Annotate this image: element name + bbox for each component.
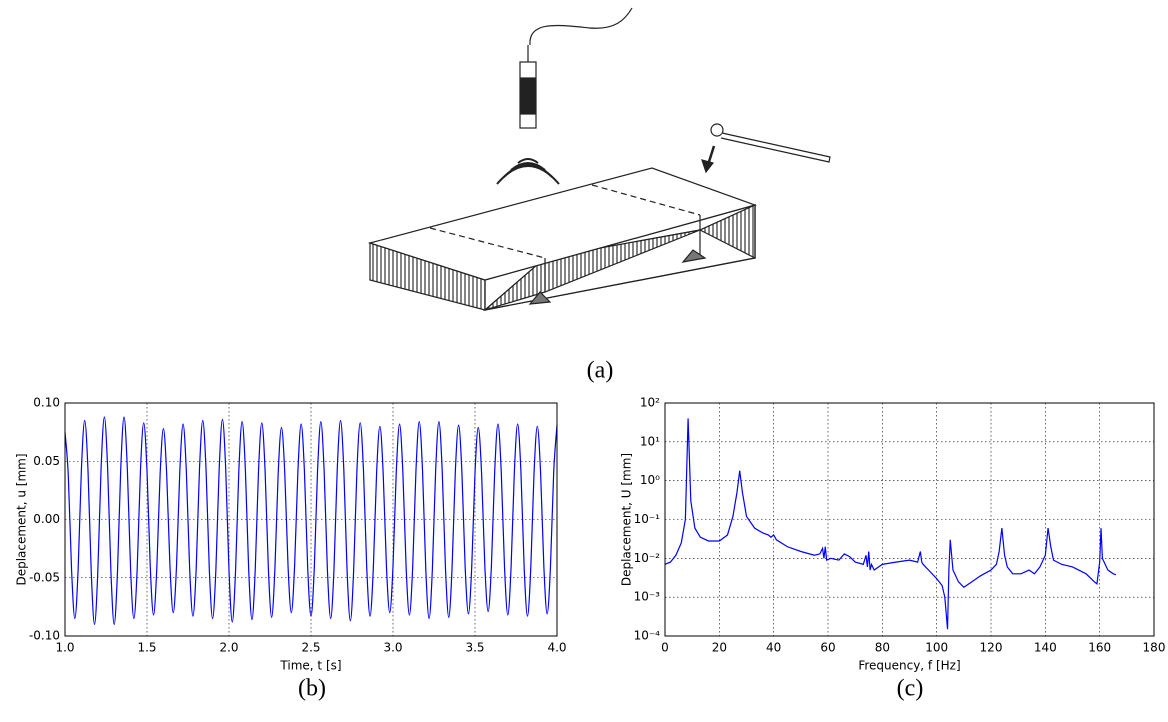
y-tick-label: 10⁻⁴ (634, 629, 661, 643)
data-line (664, 418, 1117, 630)
waves (496, 158, 560, 185)
x-axis-label: Frequency, f [Hz] (858, 659, 960, 673)
x-tick-label: 0 (661, 641, 669, 655)
x-tick-label: 4.0 (547, 641, 566, 655)
x-tick-label: 2.0 (219, 641, 238, 655)
hammer-handle (720, 132, 831, 163)
x-tick-label: 40 (766, 641, 781, 655)
x-tick-label: 120 (980, 641, 1003, 655)
x-tick-label: 1.5 (137, 641, 156, 655)
support (528, 291, 552, 305)
y-tick-label: 10¹ (640, 434, 660, 448)
y-tick-label: 10⁰ (640, 473, 660, 487)
y-tick-label: 0.05 (33, 454, 60, 468)
hammer-head (710, 123, 724, 137)
sensor-body (520, 77, 536, 115)
section-lines (429, 184, 701, 259)
y-axis-label: Deplacement, U [mm] (620, 453, 634, 586)
x-tick-label: 100 (925, 641, 948, 655)
x-tick-label: 160 (1088, 641, 1111, 655)
plot-frame (664, 402, 1155, 637)
x-tick-label: 3.0 (383, 641, 402, 655)
x-tick-label: 1.0 (55, 641, 74, 655)
y-tick-label: 10⁻² (634, 551, 661, 565)
x-tick-label: 80 (875, 641, 890, 655)
top-face (367, 167, 757, 281)
x-tick-label: 180 (1143, 641, 1166, 655)
illustration (367, 7, 831, 312)
x-tick-label: 60 (820, 641, 835, 655)
x-tick-label: 2.5 (301, 641, 320, 655)
y-axis-label: Deplacement, u [mm] (15, 453, 29, 585)
x-axis-label: Time, t [s] (279, 659, 341, 673)
y-tick-label: 10⁻¹ (634, 512, 661, 526)
panel-label: (a) (587, 358, 614, 384)
x-tick-label: 140 (1034, 641, 1057, 655)
panel-label: (b) (298, 676, 326, 702)
y-tick-label: -0.10 (29, 629, 60, 643)
y-tick-label: -0.05 (29, 570, 60, 584)
panel-label: (c) (897, 676, 924, 702)
support (681, 249, 707, 263)
y-tick-label: 0.00 (33, 512, 60, 526)
data-line (64, 416, 558, 625)
y-tick-label: 0.10 (33, 396, 60, 410)
impact-arrow-head (701, 159, 715, 174)
plot-frame (64, 402, 558, 637)
y-tick-label: 10² (640, 396, 660, 410)
y-tick-label: 10⁻³ (634, 590, 661, 604)
x-tick-label: 20 (712, 641, 727, 655)
x-tick-label: 3.5 (465, 641, 484, 655)
sensor-cable (529, 7, 633, 46)
